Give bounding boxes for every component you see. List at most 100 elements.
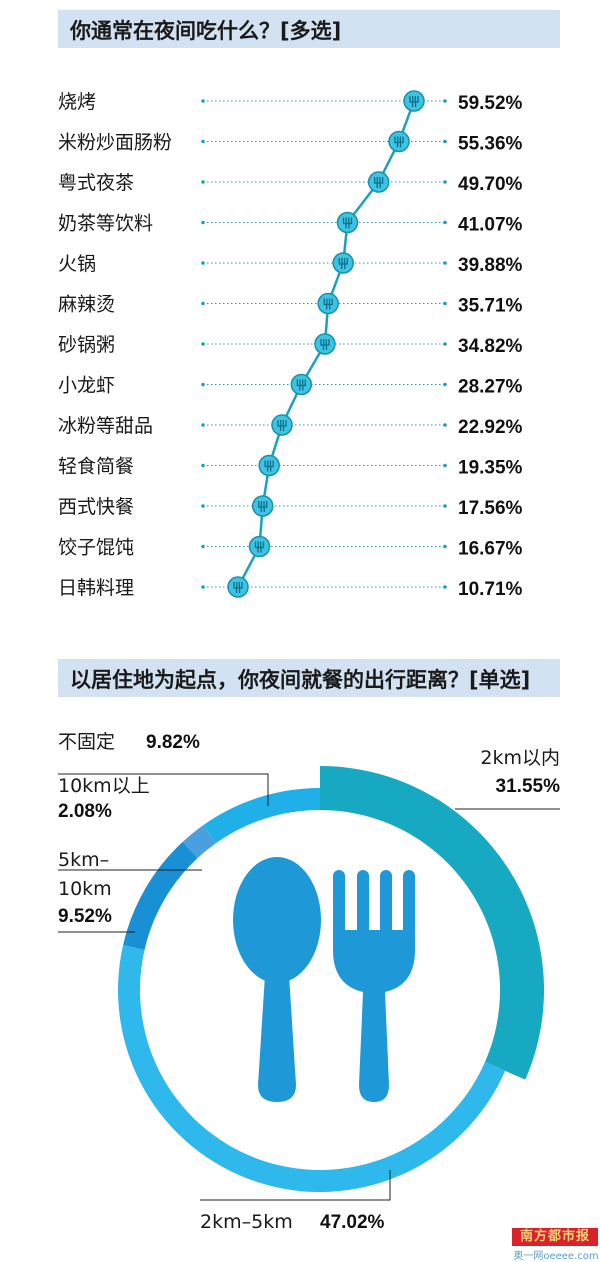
marker-circle (388, 130, 410, 153)
fork-icon (233, 582, 243, 593)
guide-dot (201, 423, 205, 427)
category-label: 麻辣烫 (58, 294, 115, 316)
category-label: 砂锅粥 (58, 334, 115, 356)
slice-value: 9.52% (58, 906, 112, 927)
slice-label: 2km以内 (480, 747, 560, 769)
fork-icon (409, 96, 419, 107)
guide-dot (201, 99, 205, 103)
guide-dot (443, 261, 447, 265)
donut-slice (123, 841, 198, 950)
guide-dot (443, 99, 447, 103)
guide-dot (443, 382, 447, 387)
guide-dot (201, 342, 205, 346)
fork-icon (323, 298, 333, 310)
marker-circle (403, 90, 425, 112)
fork-icon (264, 460, 274, 472)
guide-dot (443, 139, 447, 144)
guide-dot (201, 504, 205, 508)
fork-icon (254, 541, 265, 553)
value-label: 35.71% (458, 296, 523, 317)
data-marker (258, 454, 280, 477)
marker-circle (248, 535, 271, 558)
data-marker (388, 130, 410, 153)
guide-dot (201, 220, 205, 225)
guide-dot (201, 544, 205, 549)
donut-slice (118, 944, 506, 1192)
logo: 南方都市报 (512, 1228, 598, 1246)
data-marker (336, 211, 359, 234)
logo-sub: 奥一网oeeee.com (513, 1251, 599, 1262)
value-label: 10.71% (458, 579, 523, 600)
value-label: 28.27% (458, 377, 523, 398)
donut-slice (182, 825, 216, 859)
chart2-title: 以居住地为起点，你夜间就餐的出行距离？[单选] (70, 668, 531, 692)
guide-dot (201, 139, 205, 144)
category-label: 奶茶等饮料 (58, 213, 153, 235)
guide-dot (443, 504, 447, 508)
chart1-header: 你通常在夜间吃什么？[多选] (58, 10, 560, 48)
category-label: 小龙虾 (58, 375, 115, 397)
marker-circle (336, 211, 359, 234)
fork-icon (320, 339, 330, 350)
spoon-handle (258, 975, 296, 1102)
guide-dot (201, 180, 205, 184)
slice-label: 10km (58, 878, 112, 900)
leader-line (200, 1170, 391, 1201)
slice-label: 5km– (58, 849, 109, 871)
fork-icon (342, 217, 353, 229)
category-label: 烧烤 (58, 91, 96, 113)
category-label: 轻食简餐 (58, 456, 134, 478)
value-label: 22.92% (458, 417, 523, 438)
data-marker (317, 292, 339, 315)
guide-dot (443, 180, 447, 184)
fork-icon (333, 870, 415, 1102)
fork-icon (258, 501, 268, 512)
value-label: 49.70% (458, 174, 523, 195)
category-label: 米粉炒面肠粉 (58, 132, 172, 154)
value-label: 16.67% (458, 539, 523, 560)
guide-dot (201, 382, 205, 387)
guide-dot (201, 301, 205, 306)
category-label: 饺子馄饨 (58, 537, 134, 559)
fork-icon (373, 177, 384, 188)
guide-dot (201, 585, 205, 589)
leader-line (58, 773, 269, 806)
dot-chart: 烧烤 59.52% 米粉炒面肠粉 55.36% 粤式夜茶 49.70% 奶茶等饮料 41.07… (58, 90, 523, 600)
slice-value: 2.08% (58, 801, 112, 822)
category-label: 西式快餐 (58, 496, 134, 518)
value-label: 19.35% (458, 458, 523, 479)
data-marker (332, 252, 354, 274)
spoon-bowl (233, 857, 321, 983)
guide-dot (443, 463, 447, 468)
guide-dot (201, 261, 205, 265)
guide-dot (443, 544, 447, 549)
slice-value: 31.55% (496, 776, 561, 797)
value-label: 55.36% (458, 134, 523, 155)
marker-circle (367, 171, 390, 193)
guide-dot (201, 463, 205, 468)
marker-circle (251, 495, 274, 517)
marker-circle (314, 333, 336, 355)
data-marker (290, 373, 313, 396)
fork-icon (338, 258, 348, 269)
fork-icon (296, 379, 306, 391)
value-label: 39.88% (458, 255, 523, 276)
marker-circle (317, 292, 339, 315)
data-marker (314, 333, 336, 355)
chart1-title: 你通常在夜间吃什么？[多选] (70, 19, 342, 43)
marker-circle (271, 414, 293, 436)
slice-label: 10km以上 (58, 775, 150, 797)
slice-value: 47.02% (320, 1212, 385, 1233)
data-marker (227, 576, 249, 598)
fork-icon (394, 136, 404, 148)
guide-dot (443, 220, 447, 225)
guide-dot (443, 423, 447, 427)
guide-dot (443, 585, 447, 589)
marker-circle (332, 252, 354, 274)
category-label: 冰粉等甜品 (58, 415, 153, 437)
slice-label: 不固定 (58, 731, 115, 753)
marker-circle (290, 373, 313, 396)
value-label: 59.52% (458, 93, 523, 114)
